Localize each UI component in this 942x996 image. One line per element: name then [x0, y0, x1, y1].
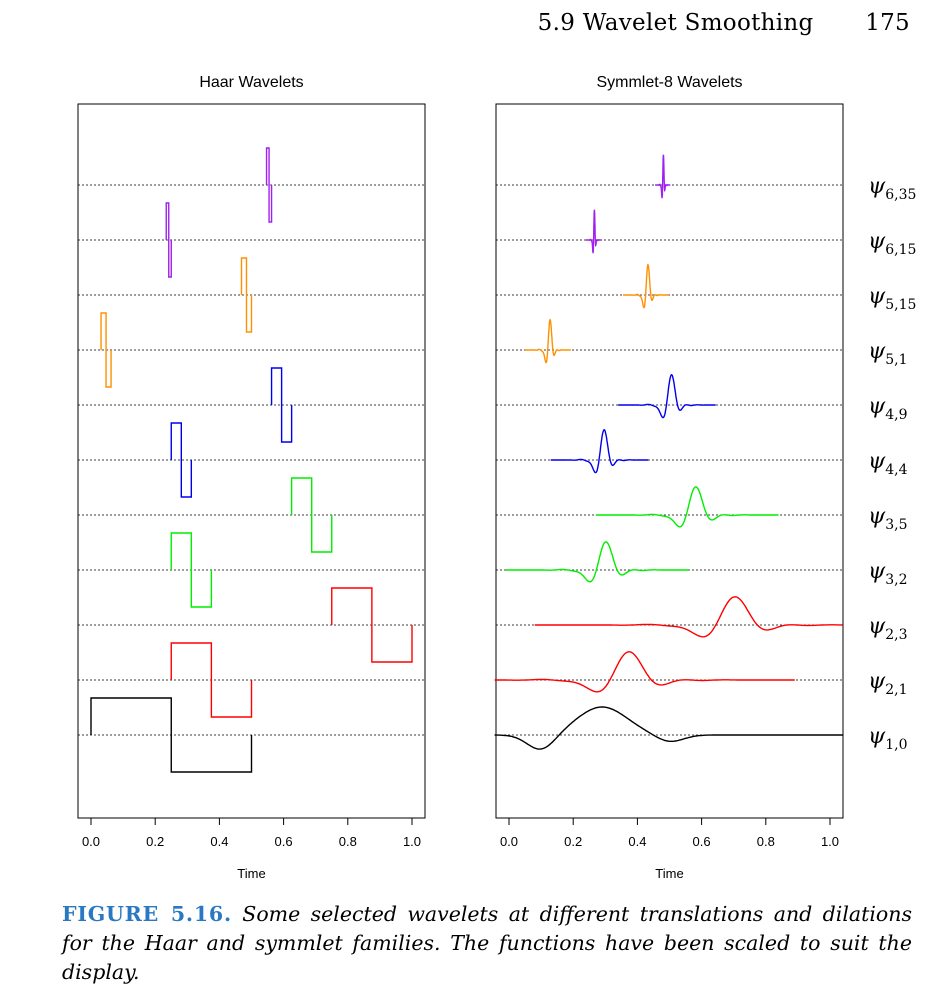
row-label: ψ5,1 [868, 339, 908, 368]
row-label: ψ1,0 [868, 724, 908, 753]
page-number: 175 [865, 10, 910, 36]
symmlet-wavelet-psi-3-5 [595, 486, 779, 528]
running-head: 5.9 Wavelet Smoothing 175 [538, 10, 910, 36]
symmlet-wavelet-psi-4-9 [618, 374, 716, 419]
symmlet-x-tick-label: 0.6 [693, 834, 711, 849]
haar-x-tick-label: 0.0 [82, 834, 100, 849]
row-label: ψ5,15 [868, 284, 916, 313]
figure-caption: FIGURE 5.16. Some selected wavelets at d… [62, 900, 912, 987]
row-label: ψ3,2 [868, 559, 908, 588]
haar-wavelet-psi-4-4 [170, 422, 193, 498]
haar-x-tick-label: 0.8 [339, 834, 357, 849]
symmlet-wavelet-psi-5-15 [623, 263, 669, 309]
symmlet-x-tick-label: 0.4 [628, 834, 646, 849]
haar-wavelet-psi-6-35 [265, 147, 273, 223]
haar-wavelet-psi-3-2 [170, 532, 213, 608]
symmlet-x-tick-label: 0.8 [757, 834, 775, 849]
symmlet-x-tick-label: 0.0 [500, 834, 518, 849]
symmlet-panel: Symmlet-8 Wavelets 0.0 0.2 0.4 0.6 0.8 1.0 Time [494, 74, 844, 881]
symmlet-wavelet-psi-5-1 [525, 318, 571, 364]
row-label: ψ3,5 [868, 504, 908, 533]
haar-wavelet-psi-1-0 [90, 697, 253, 773]
row-label: ψ6,35 [868, 174, 916, 203]
haar-x-tick-label: 1.0 [403, 834, 421, 849]
row-label: ψ4,9 [868, 394, 908, 423]
symmlet-wavelet-psi-4-4 [550, 429, 649, 474]
row-label: ψ2,3 [868, 614, 908, 643]
row-labels: ψ6,35 ψ6,15 ψ5,15 ψ5,1 ψ4,9 ψ4,4 ψ3,5 ψ3,2 ψ2,3 ψ… [868, 174, 916, 753]
symmlet-wavelet-psi-3-2 [505, 541, 689, 583]
symmlet-x-tick-label: 1.0 [821, 834, 839, 849]
haar-wavelet-psi-2-1 [170, 642, 253, 718]
haar-x-tick-label: 0.4 [210, 834, 228, 849]
haar-wavelet-psi-3-5 [290, 477, 333, 553]
haar-wavelet-psi-6-15 [165, 202, 172, 278]
symmlet-wavelet-psi-1-0 [494, 706, 843, 750]
haar-wavelet-psi-2-3 [331, 587, 413, 663]
haar-x-axis-label: Time [237, 866, 265, 881]
row-label: ψ6,15 [868, 229, 916, 258]
caption-label: FIGURE 5.16. [62, 902, 232, 926]
symmlet-wavelet-psi-2-1 [494, 651, 795, 693]
section-title: 5.9 Wavelet Smoothing [537, 10, 814, 36]
haar-wavelet-psi-4-9 [270, 367, 293, 443]
haar-panel-title: Haar Wavelets [199, 74, 303, 91]
wavelet-figure: Haar Wavelets 0.0 0.2 0.4 0.6 0.8 1.0 Time Symm… [77, 74, 916, 881]
symmlet-x-tick-label: 0.2 [564, 834, 582, 849]
symmlet-wavelet-psi-2-3 [534, 596, 843, 638]
row-label: ψ2,1 [868, 669, 908, 698]
symmlet-plot-frame [495, 103, 844, 819]
symmlet-panel-title: Symmlet-8 Wavelets [596, 74, 742, 91]
row-label: ψ4,4 [868, 449, 908, 478]
symmlet-x-axis-label: Time [655, 866, 683, 881]
symmlet-wavelet-psi-6-15 [586, 209, 602, 254]
haar-wavelet-psi-5-1 [100, 312, 112, 388]
haar-panel: Haar Wavelets 0.0 0.2 0.4 0.6 0.8 1.0 Time [77, 74, 426, 881]
symmlet-wavelet-psi-6-35 [655, 154, 671, 199]
caption-text: Some selected wavelets at different tran… [62, 902, 912, 984]
haar-wavelet-psi-5-15 [240, 257, 253, 333]
haar-x-tick-label: 0.6 [275, 834, 293, 849]
haar-x-tick-label: 0.2 [146, 834, 164, 849]
